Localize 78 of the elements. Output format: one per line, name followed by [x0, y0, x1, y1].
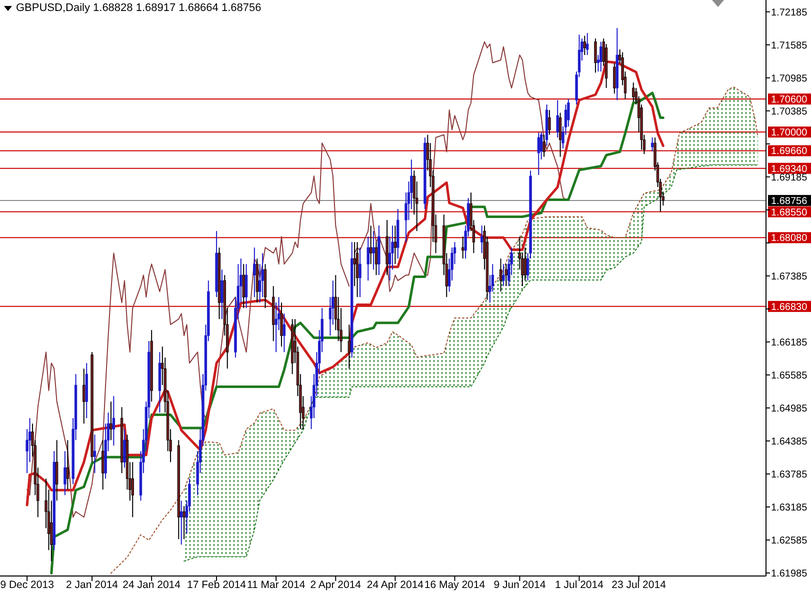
ref-line-label: 1.68550 [771, 207, 808, 218]
candlestick [82, 368, 86, 424]
ref-line-label: 1.69660 [771, 146, 808, 158]
candlestick [131, 462, 134, 518]
candlestick [650, 137, 654, 152]
y-tick-label: 1.64985 [771, 403, 808, 414]
candlestick [358, 247, 362, 298]
y-tick-label: 1.71585 [771, 40, 808, 52]
candlestick [220, 269, 224, 320]
candlestick [66, 440, 69, 490]
candlestick [110, 401, 112, 441]
candlestick [93, 434, 96, 474]
x-tick-label: 1 Jul 2014 [555, 579, 604, 591]
candlestick [64, 450, 66, 496]
candlestick [372, 230, 375, 270]
candlestick [102, 440, 104, 490]
candlestick [180, 500, 183, 546]
ref-line-label: 1.68756 [771, 196, 808, 207]
candlestick [462, 236, 464, 260]
candlestick [394, 225, 397, 265]
x-tick-label: 9 Jun 2014 [494, 579, 546, 591]
candlestick [56, 440, 58, 502]
x-tick-label: 24 Jan 2014 [122, 579, 181, 591]
y-tick-label: 1.72185 [771, 7, 808, 18]
candlestick [583, 35, 586, 56]
candlestick [542, 134, 546, 158]
x-tick-label: 16 May 2014 [424, 579, 486, 591]
candlestick [353, 242, 356, 287]
candlestick [112, 396, 116, 446]
candlestick [537, 132, 540, 176]
candlestick [613, 62, 616, 94]
candlestick [558, 112, 562, 158]
x-tick-label: 17 Feb 2014 [187, 579, 246, 591]
y-tick-label: 1.63185 [771, 502, 808, 514]
y-tick-label: 1.64385 [771, 436, 808, 448]
x-tick-label: 9 Dec 2013 [0, 579, 54, 591]
y-tick-label: 1.70985 [771, 73, 808, 84]
x-tick-label: 11 Mar 2014 [246, 579, 306, 591]
candlestick [632, 82, 635, 102]
ref-line-label: 1.70000 [771, 128, 808, 139]
x-tick-label: 23 Jul 2014 [612, 579, 666, 591]
ref-line-label: 1.66830 [771, 302, 808, 313]
candlestick [253, 247, 256, 298]
candlestick [586, 32, 589, 56]
ref-line-label: 1.69340 [771, 164, 808, 175]
y-tick-label: 1.63785 [771, 469, 808, 480]
y-tick-label: 1.62585 [771, 535, 808, 546]
x-tick-label: 2 Apr 2014 [310, 579, 362, 591]
candlestick [123, 428, 126, 468]
candlestick [244, 264, 248, 309]
line-series [184, 164, 758, 562]
candlestick [280, 302, 283, 348]
candlestick [242, 264, 245, 309]
candlestick [600, 41, 602, 72]
candlestick [369, 225, 372, 265]
ref-line-label: 1.68080 [771, 233, 808, 244]
candlestick [594, 38, 597, 74]
x-tick-label: 24 Apr 2014 [366, 579, 424, 591]
candlestick [182, 506, 186, 540]
candlestick [366, 236, 370, 282]
candlestick [374, 242, 378, 276]
candlestick [348, 324, 350, 370]
candlestick [499, 258, 502, 292]
candlestick [282, 313, 286, 353]
candlestick [480, 225, 484, 254]
y-tick-label: 1.69185 [771, 172, 808, 184]
y-tick-label: 1.67385 [771, 271, 808, 282]
candlestick [556, 100, 559, 138]
chart-title: GBPUSD,Daily 1.68828 1.68917 1.68664 1.68756 [16, 2, 262, 14]
candlestick [504, 264, 508, 287]
ref-line-label: 1.70600 [771, 94, 808, 106]
y-tick-label: 1.61985 [771, 568, 808, 580]
x-tick-label: 2 Jan 2014 [66, 579, 118, 591]
y-tick-label: 1.65585 [771, 370, 808, 382]
y-tick-label: 1.66185 [771, 337, 808, 348]
y-tick-label: 1.70385 [771, 106, 808, 118]
candlestick [548, 110, 551, 136]
candlestick [502, 264, 505, 287]
